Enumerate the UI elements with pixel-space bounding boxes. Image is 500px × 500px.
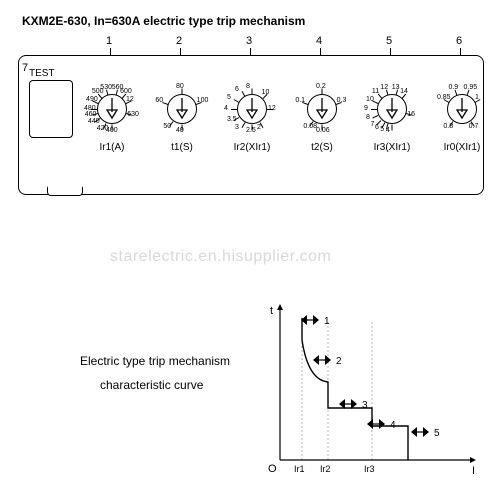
- dial-tick-mark: [322, 125, 323, 131]
- page-title: KXM2E-630, In=630A electric type trip me…: [22, 14, 305, 28]
- svg-text:1: 1: [324, 316, 330, 327]
- dial-tick-mark: [182, 125, 183, 131]
- dial-t2(S)[interactable]: 0.10.20.30.080.06t2(S): [291, 66, 353, 166]
- dial-tick-mark: [112, 125, 113, 131]
- dial-arrow-icon: [316, 96, 328, 122]
- dial-number-1: 1: [106, 35, 112, 47]
- dial-tick: 0.9: [448, 84, 458, 91]
- dial-arrow-icon: [246, 96, 258, 122]
- dial-Ir0(XIr1)[interactable]: 0.850.90.9510.70.8Ir0(XIr1): [431, 66, 493, 166]
- dial-t1(S)[interactable]: 60801005040t1(S): [151, 66, 213, 166]
- dial-Ir1(A)[interactable]: 48049050053056060012630400420440460Ir1(A…: [81, 66, 143, 166]
- dial-tick: 3: [235, 124, 239, 131]
- dial-tick: 8: [246, 83, 250, 90]
- dial-label: t1(S): [151, 142, 213, 153]
- dial-leader-line: [180, 48, 181, 56]
- svg-text:5: 5: [434, 428, 440, 439]
- dial-number-4: 4: [316, 35, 322, 47]
- dial-label: t2(S): [291, 142, 353, 153]
- dial-number-6: 6: [456, 35, 462, 47]
- dial-tick: 8: [366, 114, 370, 121]
- dial-label: Ir1(A): [81, 142, 143, 153]
- dial-tick: 4: [224, 105, 228, 112]
- svg-text:Ir1: Ir1: [294, 464, 305, 474]
- dial-tick: 7: [370, 121, 374, 128]
- dial-number-5: 5: [386, 35, 392, 47]
- svg-text:Ir2: Ir2: [320, 464, 331, 474]
- svg-text:3: 3: [362, 400, 368, 411]
- dial-leader-line: [320, 48, 321, 56]
- svg-text:4: 4: [390, 420, 396, 431]
- svg-text:2: 2: [336, 356, 342, 367]
- dial-label: Ir3(XIr1): [361, 142, 423, 153]
- dial-tick-mark: [267, 109, 273, 110]
- dial-Ir3(XIr1)[interactable]: 891011121314164567Ir3(XIr1): [361, 66, 423, 166]
- dial-tick-mark: [392, 125, 393, 131]
- dial-tick-mark: [170, 121, 174, 126]
- dial-tick: 5: [227, 94, 231, 101]
- test-label: TEST: [29, 68, 55, 79]
- characteristic-curve: Electric type trip mechanism characteris…: [160, 300, 480, 480]
- dial-arrow-icon: [386, 96, 398, 122]
- curve-caption-2: characteristic curve: [100, 378, 203, 392]
- svg-text:Ir3: Ir3: [364, 464, 375, 474]
- test-button-frame: [29, 80, 73, 138]
- dial-leader-line: [110, 48, 111, 56]
- dial-tick: 0.95: [464, 84, 478, 91]
- svg-text:t: t: [270, 305, 273, 317]
- svg-text:O: O: [268, 463, 277, 475]
- curve-svg: t I O Ir1 Ir2 Ir3 1 2 3 4 5: [160, 300, 480, 480]
- dial-arrow-icon: [106, 96, 118, 122]
- dial-tick: 80: [176, 83, 184, 90]
- dial-tick-mark: [377, 120, 382, 125]
- dial-arrow-icon: [176, 96, 188, 122]
- dial-tick: 13: [392, 84, 400, 91]
- dial-label: Ir0(XIr1): [431, 142, 493, 153]
- dial-label: Ir2(XIr1): [221, 142, 283, 153]
- dial-leader-line: [460, 48, 461, 56]
- dial-arrow-icon: [456, 96, 468, 122]
- dial-tick: 0.06: [316, 127, 330, 134]
- watermark-text: starelectric.en.hisupplier.com: [110, 248, 331, 266]
- dial-leader-line: [250, 48, 251, 56]
- trip-panel: TEST 48049050053056060012630400420440460…: [18, 55, 484, 195]
- dial-tick: 9: [364, 105, 368, 112]
- dial-tick: 40: [176, 127, 184, 134]
- curve-caption-1: Electric type trip mechanism: [80, 354, 230, 368]
- panel-notch: [47, 186, 83, 196]
- svg-text:I: I: [472, 465, 475, 477]
- dial-leader-line: [390, 48, 391, 56]
- dial-tick-mark: [241, 122, 245, 128]
- dial-tick: 6: [235, 86, 239, 93]
- dial-number-2: 2: [176, 35, 182, 47]
- dial-number-3: 3: [246, 35, 252, 47]
- dial-tick-mark: [252, 125, 253, 131]
- dial-Ir2(XIr1)[interactable]: 4568101222.533.5Ir2(XIr1): [221, 66, 283, 166]
